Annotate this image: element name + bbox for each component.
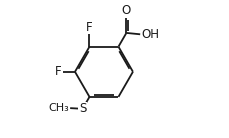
Text: F: F bbox=[55, 65, 62, 78]
Text: CH₃: CH₃ bbox=[49, 103, 69, 113]
Text: F: F bbox=[86, 21, 92, 34]
Text: OH: OH bbox=[140, 28, 158, 41]
Text: S: S bbox=[79, 102, 86, 115]
Text: O: O bbox=[121, 4, 131, 17]
